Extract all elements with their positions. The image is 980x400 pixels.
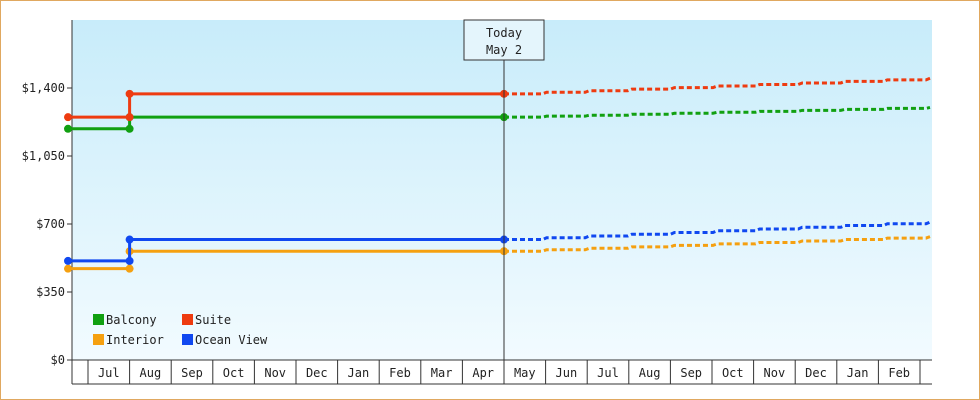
month-label: Jul [597, 366, 619, 380]
data-point-ocean-view [125, 235, 134, 244]
data-point-ocean-view [64, 256, 72, 265]
month-label: Nov [264, 366, 286, 380]
data-point-balcony [125, 124, 134, 133]
data-point-suite [125, 89, 134, 98]
data-point-suite [125, 113, 134, 122]
legend-swatch-ocean-view [182, 334, 193, 345]
y-tick-label: $1,400 [22, 81, 65, 95]
data-point-ocean-view [125, 256, 134, 265]
month-label: Oct [223, 366, 245, 380]
series-line-balcony [68, 115, 504, 131]
month-label: Sep [181, 366, 203, 380]
legend-label-balcony: Balcony [106, 313, 157, 327]
today-box [463, 19, 545, 61]
month-label: Jul [98, 366, 120, 380]
month-label: Dec [306, 366, 328, 380]
series-forecast-interior [504, 235, 931, 253]
legend-label-suite: Suite [195, 313, 231, 327]
legend-swatch-balcony [93, 314, 104, 325]
legend-swatch-suite [182, 314, 193, 325]
month-label: Feb [888, 366, 910, 380]
month-label: Aug [639, 366, 661, 380]
month-label: Aug [140, 366, 162, 380]
y-tick-label: $700 [36, 217, 65, 231]
legend-label-interior: Interior [106, 333, 164, 347]
data-point-interior [64, 264, 72, 273]
month-label: Apr [472, 366, 494, 380]
month-label: Jun [556, 366, 578, 380]
month-label: Sep [680, 366, 702, 380]
month-label: May [514, 366, 536, 380]
plot-area [72, 20, 932, 360]
month-label: Dec [805, 366, 827, 380]
month-label: Jan [847, 366, 869, 380]
series-forecast-balcony [504, 105, 931, 119]
y-tick-label: $1,050 [22, 149, 65, 163]
month-label: Feb [389, 366, 411, 380]
month-label: Oct [722, 366, 744, 380]
series-line-ocean-view [68, 238, 504, 263]
today-label: Today [486, 26, 522, 40]
legend-swatch-interior [93, 334, 104, 345]
data-point-interior [125, 264, 134, 273]
y-tick-label: $350 [36, 285, 65, 299]
data-point-balcony [64, 124, 72, 133]
month-label: Mar [431, 366, 453, 380]
month-label: Nov [764, 366, 786, 380]
month-label: Jan [348, 366, 370, 380]
series-forecast-ocean-view [504, 220, 931, 242]
data-point-suite [64, 113, 72, 122]
series-line-suite [68, 92, 504, 119]
legend-label-ocean-view: Ocean View [195, 333, 268, 347]
series-forecast-suite [504, 76, 931, 96]
y-tick-label: $0 [51, 353, 65, 367]
today-date: May 2 [486, 43, 522, 57]
